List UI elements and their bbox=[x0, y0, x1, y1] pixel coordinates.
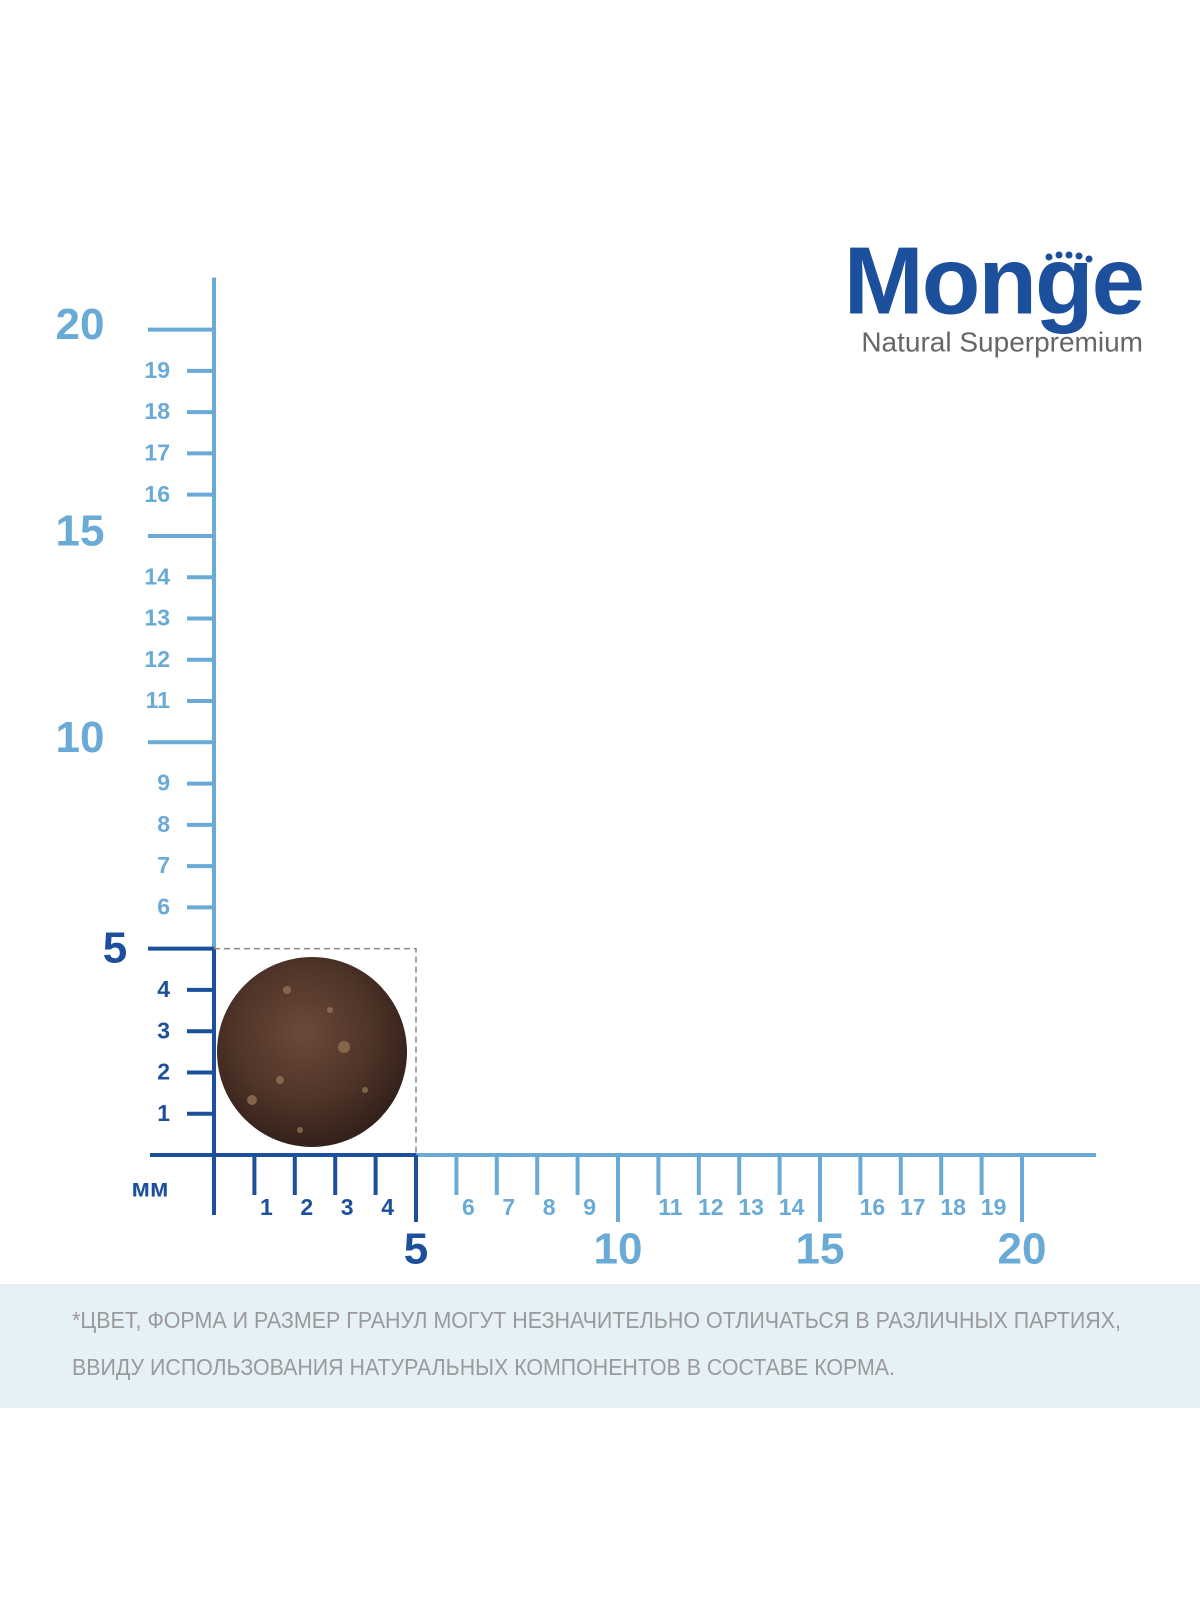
tick-label: 20 bbox=[56, 300, 105, 349]
tick-label: 9 bbox=[583, 1194, 596, 1220]
tick-label: 15 bbox=[796, 1225, 845, 1274]
tick-label: 13 bbox=[738, 1194, 764, 1220]
tick-label: 18 bbox=[940, 1194, 966, 1220]
tick-label: 7 bbox=[502, 1194, 515, 1220]
tick-label: 14 bbox=[144, 563, 170, 589]
tick-label: 2 bbox=[157, 1059, 170, 1085]
tick-label: 8 bbox=[543, 1194, 556, 1220]
tick-label: 6 bbox=[157, 893, 170, 919]
kibble-texture bbox=[247, 986, 368, 1133]
tick-label: 8 bbox=[157, 811, 170, 837]
tick-label: 10 bbox=[56, 713, 105, 762]
tick-label: 4 bbox=[157, 976, 170, 1002]
tick-label: 9 bbox=[157, 770, 170, 796]
tick-label: 3 bbox=[157, 1017, 170, 1043]
logo-tagline: Natural Superpremium bbox=[861, 326, 1143, 357]
logo-stars bbox=[1045, 251, 1093, 263]
unit-label: мм bbox=[132, 1175, 169, 1203]
tick-label: 16 bbox=[860, 1194, 886, 1220]
tick-label: 2 bbox=[300, 1194, 313, 1220]
tick-label: 18 bbox=[144, 398, 170, 424]
tick-label: 12 bbox=[144, 646, 170, 672]
tick-label: 10 bbox=[594, 1225, 643, 1274]
tick-label: 15 bbox=[56, 507, 105, 556]
kibble bbox=[217, 957, 407, 1147]
tick-label: 16 bbox=[144, 481, 170, 507]
tick-label: 4 bbox=[381, 1194, 394, 1220]
tick-label: 7 bbox=[157, 852, 170, 878]
tick-label: 19 bbox=[981, 1194, 1007, 1220]
tick-label: 3 bbox=[341, 1194, 354, 1220]
tick-label: 11 bbox=[658, 1194, 683, 1220]
size-frame bbox=[214, 947, 417, 1155]
tick-label: 17 bbox=[900, 1194, 926, 1220]
tick-label: 1 bbox=[157, 1100, 170, 1126]
footnote-line: ВВИДУ ИСПОЛЬЗОВАНИЯ НАТУРАЛЬНЫХ КОМПОНЕН… bbox=[72, 1354, 895, 1380]
tick-label: 19 bbox=[144, 357, 170, 383]
tick-label: 11 bbox=[146, 687, 171, 713]
tick-label: 20 bbox=[998, 1225, 1047, 1274]
tick-label: 13 bbox=[144, 605, 170, 631]
tick-label: 5 bbox=[103, 923, 127, 972]
tick-label: 6 bbox=[462, 1194, 475, 1220]
logo-brand: Monge bbox=[844, 227, 1143, 334]
tick-label: 14 bbox=[779, 1194, 805, 1220]
tick-label: 17 bbox=[144, 439, 170, 465]
footnote-band bbox=[0, 1284, 1200, 1408]
tick-label: 5 bbox=[404, 1225, 428, 1274]
tick-label: 12 bbox=[698, 1194, 724, 1220]
footnote-line: *ЦВЕТ, ФОРМА И РАЗМЕР ГРАНУЛ МОГУТ НЕЗНА… bbox=[72, 1307, 1121, 1333]
tick-label: 1 bbox=[260, 1194, 273, 1220]
